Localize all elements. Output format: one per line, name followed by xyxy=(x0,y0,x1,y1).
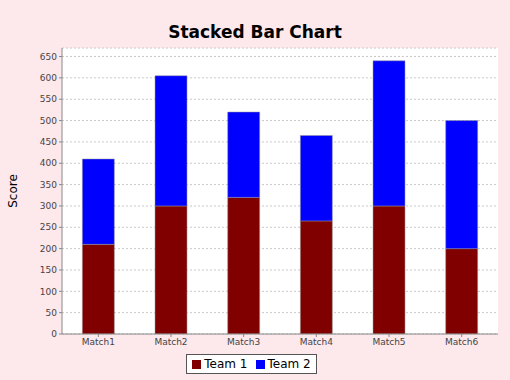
html-text:Stacked Bar Chart: Stacked Bar Chart xyxy=(168,22,342,42)
svg-text:450: 450 xyxy=(40,137,57,147)
svg-text:Match3: Match3 xyxy=(227,337,260,347)
svg-text:Match1: Match1 xyxy=(82,337,115,347)
svg-text:650: 650 xyxy=(40,52,57,62)
svg-text:500: 500 xyxy=(40,116,57,126)
svg-text:Match2: Match2 xyxy=(154,337,187,347)
svg-text:Match6: Match6 xyxy=(445,337,478,347)
svg-text:Match5: Match5 xyxy=(372,337,405,347)
svg-text:Match4: Match4 xyxy=(300,337,333,347)
svg-text:300: 300 xyxy=(40,201,57,211)
html-text:Team 2: Team 2 xyxy=(267,357,311,371)
svg-text:150: 150 xyxy=(40,265,57,275)
svg-text:600: 600 xyxy=(40,73,57,83)
html-text:Team 1: Team 1 xyxy=(204,357,248,371)
svg-text:400: 400 xyxy=(40,158,57,168)
svg-text:350: 350 xyxy=(40,180,57,190)
svg-text:50: 50 xyxy=(46,308,58,318)
svg-text:550: 550 xyxy=(40,94,57,104)
svg-text:Score: Score xyxy=(8,174,20,208)
svg-text:0: 0 xyxy=(51,329,57,339)
svg-text:250: 250 xyxy=(40,222,57,232)
svg-text:200: 200 xyxy=(40,244,57,254)
svg-text:100: 100 xyxy=(40,287,57,297)
